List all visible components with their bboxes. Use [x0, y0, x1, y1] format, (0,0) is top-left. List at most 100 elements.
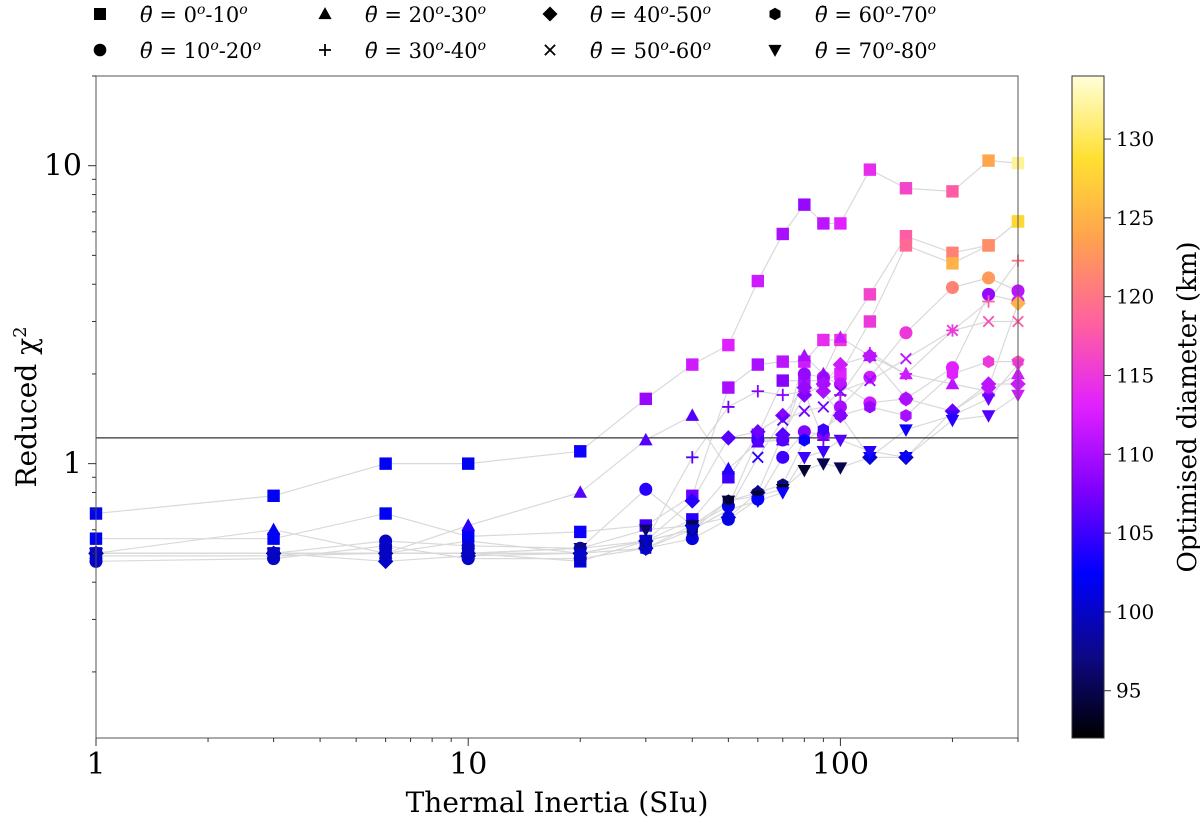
data-point — [379, 457, 392, 470]
series-line-11 — [96, 364, 1019, 554]
data-point — [775, 487, 790, 500]
data-point — [573, 548, 588, 561]
data-point — [864, 400, 876, 414]
legend-label: θ̄ = 10o-20o — [140, 38, 261, 63]
data-point — [863, 446, 877, 459]
legend-text: -70 — [894, 3, 928, 27]
data-point — [776, 374, 789, 387]
data-point — [817, 423, 829, 437]
data-point — [834, 385, 847, 398]
legend-theta: θ̄ — [815, 3, 828, 27]
data-point — [945, 281, 959, 295]
legend-text: -30 — [444, 3, 478, 27]
data-point — [899, 452, 913, 465]
data-point — [982, 315, 995, 328]
legend-theta: θ̄ — [365, 39, 378, 63]
legend-sup: o — [197, 2, 205, 18]
series-line-4 — [96, 293, 1019, 554]
data-point — [797, 452, 812, 465]
data-point — [816, 366, 831, 380]
data-point — [946, 246, 959, 260]
data-point — [776, 450, 790, 464]
data-point — [639, 392, 652, 406]
plot-frame — [95, 75, 1019, 739]
series-line-8 — [96, 303, 1019, 554]
colorbar-tick-label: 115 — [1116, 363, 1154, 387]
data-point — [980, 379, 997, 396]
legend-marker-x — [544, 44, 556, 56]
legend-sup: o — [210, 38, 218, 54]
data-point — [573, 485, 588, 498]
data-point — [798, 433, 810, 447]
legend-label: θ̄ = 70o-80o — [815, 38, 936, 63]
data-point — [862, 348, 878, 364]
data-point — [981, 410, 996, 423]
data-point — [863, 288, 877, 301]
data-point — [721, 461, 736, 475]
data-point — [721, 504, 736, 517]
data-point — [817, 217, 830, 230]
data-point — [833, 330, 848, 343]
data-point — [266, 522, 281, 536]
colorbar-label: Optimised diameter (km) — [1173, 241, 1200, 572]
data-point — [685, 408, 700, 421]
legend-sup: o — [660, 38, 668, 54]
data-point — [982, 271, 996, 285]
data-point — [751, 358, 765, 371]
series-line-1 — [96, 220, 1019, 540]
data-point — [686, 451, 699, 464]
data-point — [946, 185, 959, 198]
legend-sup: o — [253, 38, 261, 54]
data-point — [378, 548, 393, 561]
legend-marker-circle — [93, 43, 107, 57]
data-point — [945, 376, 960, 390]
data-point — [899, 326, 913, 340]
data-point — [982, 355, 995, 369]
legend-text: = 70 — [828, 39, 886, 63]
data-point — [775, 427, 791, 443]
legend-theta: θ̄ — [815, 39, 828, 63]
data-point — [946, 367, 959, 381]
data-point — [461, 548, 476, 561]
data-point — [863, 315, 877, 328]
data-point — [638, 524, 653, 537]
data-point — [751, 385, 765, 398]
legend-marker-square — [94, 8, 106, 20]
x-axis-label: Thermal Inertia (SIu) — [406, 786, 709, 819]
data-point — [685, 532, 699, 546]
data-point — [267, 532, 280, 545]
legend-theta: θ̄ — [140, 3, 153, 27]
series-line-12 — [96, 394, 1019, 554]
data-point — [574, 525, 587, 539]
legend-theta: θ̄ — [365, 3, 378, 27]
data-point — [899, 424, 913, 437]
data-point — [574, 445, 587, 458]
data-point — [721, 495, 736, 508]
data-point — [982, 295, 995, 308]
data-point — [685, 524, 700, 537]
data-point — [863, 163, 877, 176]
data-point — [898, 391, 914, 407]
legend-sup: o — [435, 2, 443, 18]
data-point — [899, 182, 913, 195]
data-point — [796, 379, 813, 396]
data-point — [834, 409, 847, 423]
colorbar-tick-label: 125 — [1116, 206, 1154, 230]
data-point — [863, 370, 877, 384]
data-point — [832, 356, 849, 373]
legend-sup: o — [928, 38, 936, 54]
data-point — [833, 400, 847, 414]
data-point — [863, 374, 876, 387]
y-axis-label: Reduced χ2 — [10, 326, 44, 487]
x-tick-label: 1 — [86, 747, 105, 782]
series-line-9 — [96, 320, 1018, 557]
legend-marker-plus — [319, 44, 331, 56]
series-line-0 — [95, 159, 1019, 515]
legend-marker-triangle-down — [768, 44, 782, 57]
legend-text: -50 — [669, 3, 703, 27]
data-point — [462, 457, 475, 470]
legend-sup: o — [478, 38, 486, 54]
series-line-6 — [96, 260, 1019, 554]
